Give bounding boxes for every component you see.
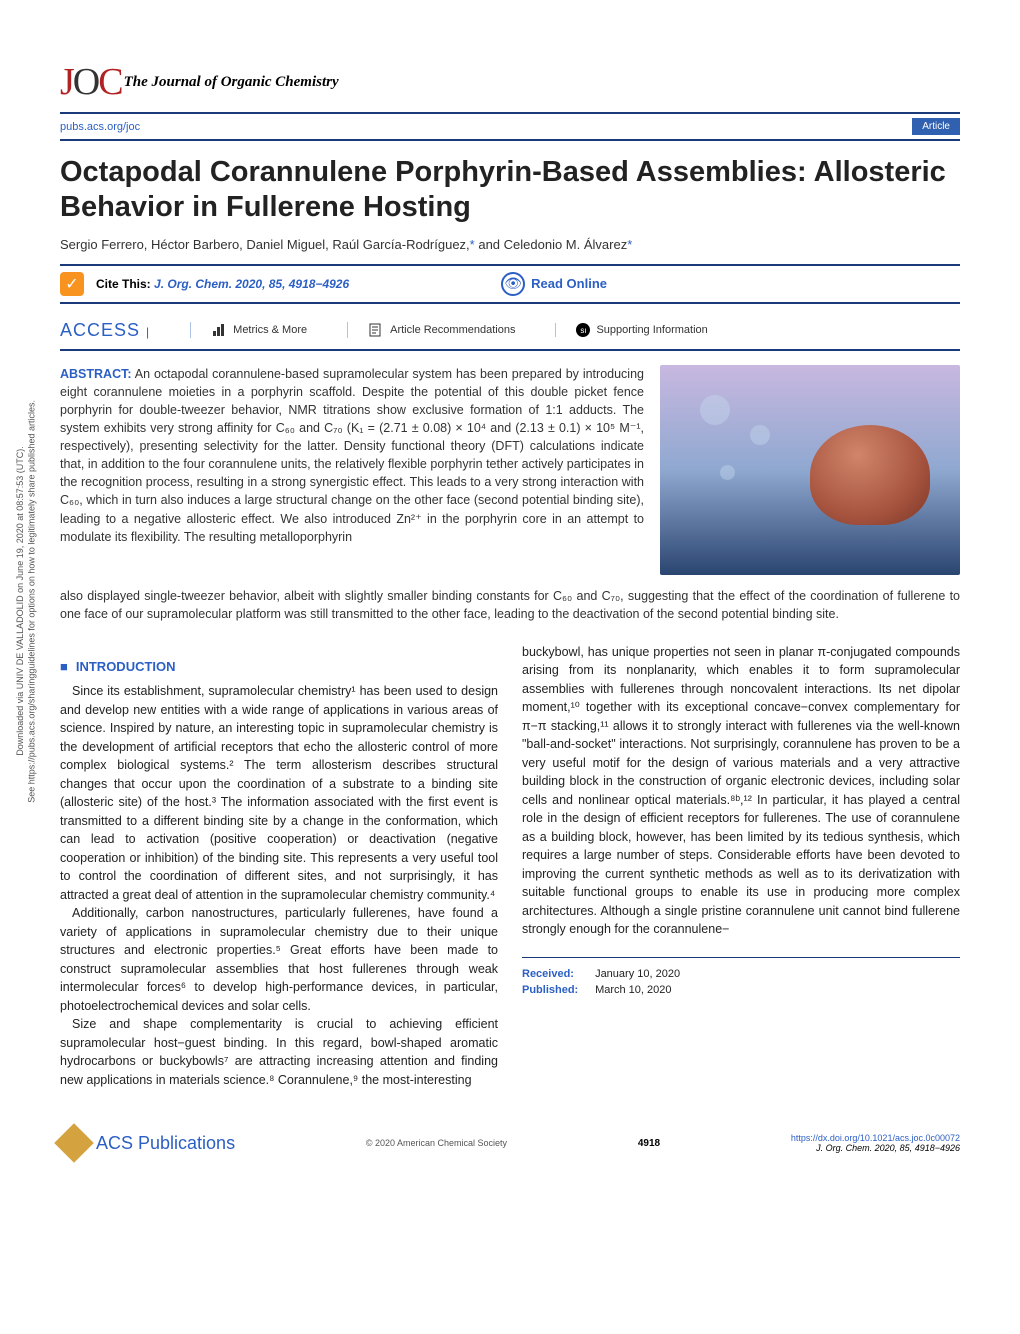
recommendations-icon [368, 322, 384, 338]
cite-bar: ✓ Cite This: J. Org. Chem. 2020, 85, 491… [60, 264, 960, 304]
article-toolbar: ACCESS | Metrics & More Article Recommen… [60, 312, 960, 351]
journal-name: The Journal of Organic Chemistry [124, 74, 339, 91]
supporting-info-link[interactable]: sı Supporting Information [555, 323, 707, 337]
doi-link[interactable]: https://dx.doi.org/10.1021/acs.joc.0c000… [791, 1133, 960, 1143]
abstract-continuation: also displayed single-tweezer behavior, … [60, 587, 960, 623]
journal-header: JOC The Journal of Organic Chemistry [60, 60, 960, 104]
acs-logo-icon [54, 1123, 94, 1163]
author-list: Sergio Ferrero, Héctor Barbero, Daniel M… [60, 237, 960, 252]
publisher-name: ACS Publications [96, 1133, 235, 1154]
intro-heading: INTRODUCTION [60, 657, 498, 676]
si-icon: sı [576, 323, 590, 337]
access-link[interactable]: ACCESS | [60, 320, 150, 341]
graphical-abstract [660, 365, 960, 575]
article-type-badge: Article [912, 118, 960, 135]
page-footer: ACS Publications © 2020 American Chemica… [60, 1119, 960, 1157]
read-online-icon[interactable]: 👁 [501, 272, 525, 296]
page-number: 4918 [638, 1138, 660, 1149]
doi-block: https://dx.doi.org/10.1021/acs.joc.0c000… [791, 1133, 960, 1153]
read-online-link[interactable]: Read Online [531, 276, 607, 291]
metrics-icon [211, 322, 227, 338]
journal-url-link[interactable]: pubs.acs.org/joc [60, 121, 140, 133]
abstract-text: ABSTRACT: An octapodal corannulene-based… [60, 365, 644, 575]
recommendations-link[interactable]: Article Recommendations [347, 322, 515, 338]
copyright-text: © 2020 American Chemical Society [366, 1138, 507, 1148]
download-attribution: Downloaded via UNIV DE VALLADOLID on Jun… [15, 400, 38, 803]
metrics-link[interactable]: Metrics & More [190, 322, 307, 338]
cite-text: Cite This: J. Org. Chem. 2020, 85, 4918−… [96, 277, 349, 291]
intro-column-left: INTRODUCTION Since its establishment, su… [60, 643, 498, 1089]
joc-logo: JOC [60, 60, 122, 104]
intro-column-right: buckybowl, has unique properties not see… [522, 643, 960, 1089]
received-box: Received: January 10, 2020 Published: Ma… [522, 957, 960, 999]
article-title: Octapodal Corannulene Porphyrin-Based As… [60, 155, 960, 225]
cite-icon[interactable]: ✓ [60, 272, 84, 296]
